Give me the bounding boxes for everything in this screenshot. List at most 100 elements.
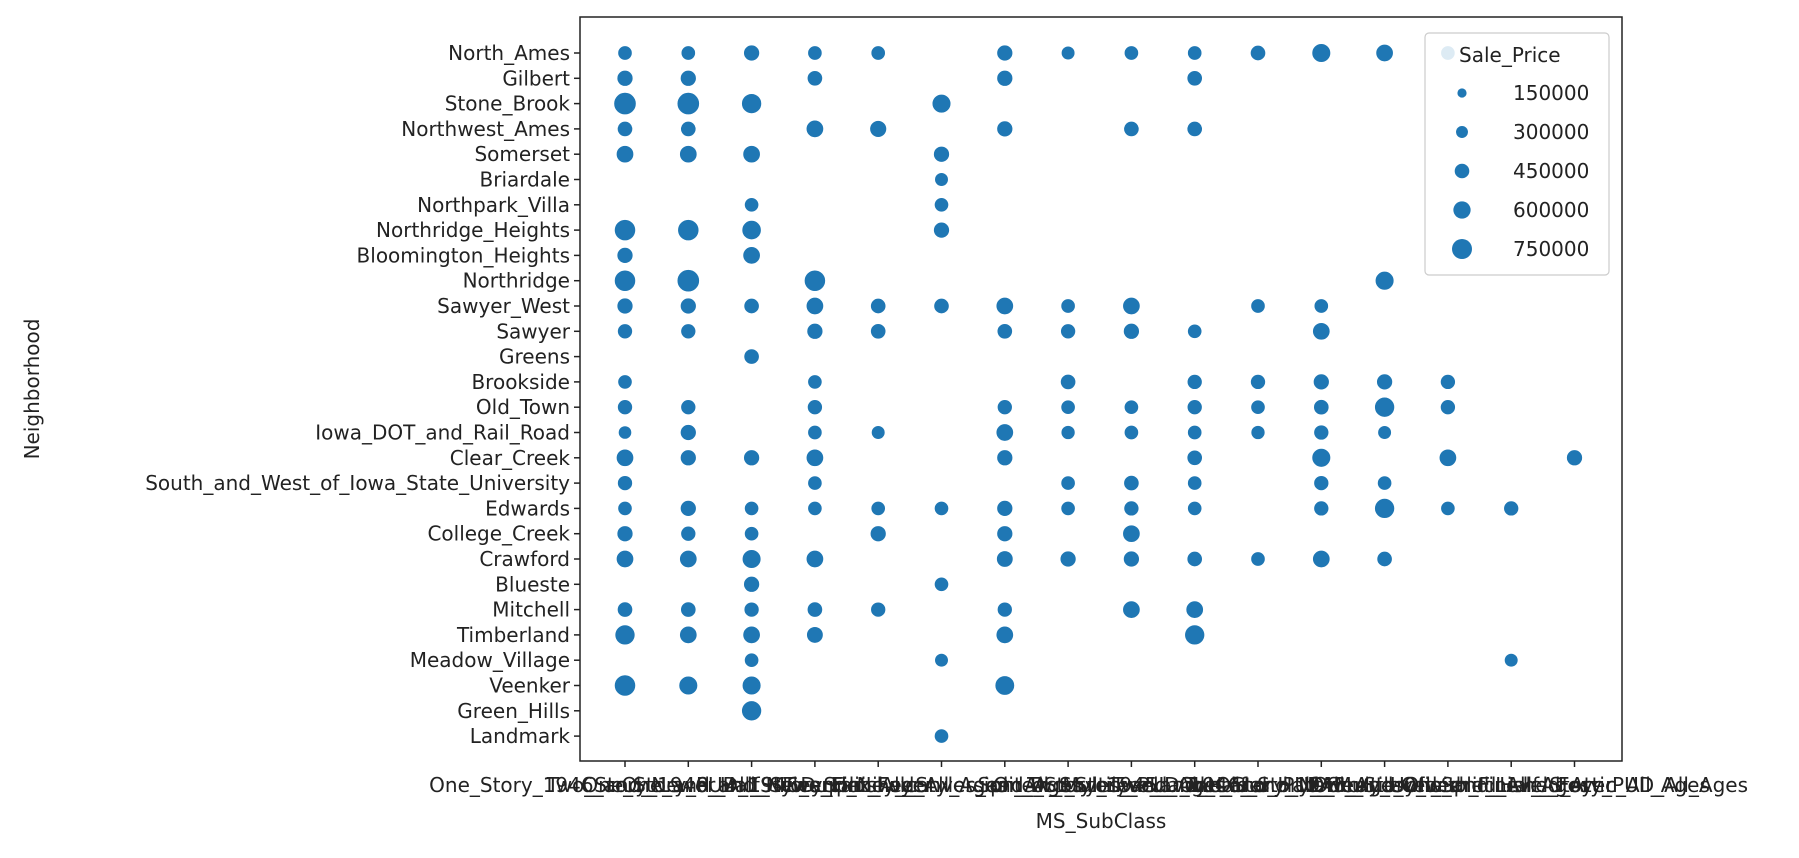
data-point xyxy=(806,322,824,340)
data-point xyxy=(933,197,950,213)
x-tick-label: Two_Family_conversion_All_Styles_and_Age… xyxy=(782,773,1226,797)
data-point xyxy=(1503,652,1519,668)
data-point xyxy=(613,674,637,697)
data-point xyxy=(805,448,825,467)
y-tick-label: Veenker xyxy=(489,674,571,698)
data-point xyxy=(1374,270,1395,291)
legend-label: 750000 xyxy=(1513,237,1589,261)
data-point xyxy=(1376,475,1393,491)
data-point xyxy=(1186,373,1203,390)
x-tick-label: PUD_Multilevel_Split_Level_Foyer xyxy=(1282,773,1614,797)
x-tick-label: Two_Story_PUD_1946_and_Newer xyxy=(1026,773,1363,797)
data-point xyxy=(1440,500,1456,517)
data-point xyxy=(680,525,697,542)
data-point xyxy=(1186,399,1203,416)
data-point xyxy=(1438,448,1458,467)
data-point xyxy=(679,424,697,441)
data-point xyxy=(870,500,886,517)
x-axis-title: MS_SubClass xyxy=(1036,809,1167,833)
data-point xyxy=(807,500,823,517)
data-point xyxy=(741,220,762,241)
data-point xyxy=(679,145,698,164)
data-point xyxy=(995,423,1014,442)
y-tick-label: Mitchell xyxy=(492,598,570,622)
y-tick-label: Sawyer_West xyxy=(437,294,570,318)
data-point xyxy=(743,652,760,668)
data-point xyxy=(743,297,760,315)
y-tick-label: Northwest_Ames xyxy=(401,117,570,141)
data-point xyxy=(870,45,886,61)
data-point xyxy=(933,500,950,517)
x-tick-label: Split_or_Multilevel xyxy=(977,773,1158,797)
data-point xyxy=(1374,497,1396,519)
data-point xyxy=(1122,524,1141,543)
data-point xyxy=(1122,296,1141,316)
plot-area xyxy=(579,16,1623,762)
x-axis-ticks: One_Story_1946_and_Newer_All_StylesTwo_S… xyxy=(429,761,1748,797)
data-point xyxy=(680,120,697,138)
data-point xyxy=(680,323,697,340)
data-point xyxy=(1249,44,1267,62)
data-point xyxy=(1439,399,1456,416)
data-point xyxy=(806,601,824,618)
data-point xyxy=(1184,624,1206,646)
data-point xyxy=(1311,43,1332,63)
data-point xyxy=(933,728,950,744)
x-tick-label: One_Story_PUD_1946_and_Newer xyxy=(582,773,921,797)
data-point xyxy=(934,172,949,187)
data-point xyxy=(743,526,760,542)
data-point xyxy=(678,675,699,696)
y-tick-label: Meadow_Village xyxy=(410,648,570,672)
data-point xyxy=(615,145,635,164)
legend-marker xyxy=(1452,239,1472,259)
data-point xyxy=(1250,399,1266,415)
data-point xyxy=(741,700,763,722)
data-point xyxy=(870,323,887,340)
data-point xyxy=(1060,323,1077,340)
data-point xyxy=(1313,298,1329,314)
y-tick-label: North_Ames xyxy=(448,41,570,65)
data-point xyxy=(996,44,1014,62)
data-point xyxy=(996,399,1013,416)
data-point xyxy=(743,449,761,467)
data-point xyxy=(1376,373,1394,391)
data-point xyxy=(1313,424,1330,441)
data-point xyxy=(869,120,888,138)
data-point xyxy=(1060,425,1076,440)
y-tick-label: Briardale xyxy=(480,168,570,192)
y-tick-label: Stone_Brook xyxy=(445,92,571,116)
data-point xyxy=(995,296,1014,316)
data-point xyxy=(1250,373,1266,390)
data-point xyxy=(743,348,760,365)
data-point xyxy=(996,69,1014,87)
legend-label: 600000 xyxy=(1513,198,1589,222)
data-point xyxy=(1377,425,1392,440)
data-point xyxy=(616,246,634,264)
data-point xyxy=(995,625,1014,645)
data-point xyxy=(617,45,633,61)
y-tick-label: Landmark xyxy=(470,724,571,748)
data-point xyxy=(805,296,825,316)
data-point xyxy=(996,550,1014,568)
data-point xyxy=(933,297,950,315)
data-point xyxy=(1123,500,1140,517)
y-tick-label: Edwards xyxy=(485,496,570,520)
data-point xyxy=(741,675,762,696)
data-point xyxy=(1187,475,1203,491)
data-point xyxy=(870,425,886,440)
data-point xyxy=(680,601,697,618)
y-tick-label: Northridge xyxy=(463,269,570,293)
x-tick-label: Two_Story_1946_and_Newer xyxy=(546,773,831,797)
y-tick-label: Iowa_DOT_and_Rail_Road xyxy=(315,421,570,445)
data-point xyxy=(933,576,950,592)
data-point xyxy=(616,525,634,543)
data-point xyxy=(996,323,1013,340)
data-point xyxy=(614,624,636,646)
data-point xyxy=(934,652,949,668)
legend-box xyxy=(1424,32,1610,276)
x-tick-label: One_Story_1946_and_Newer_All_Styles xyxy=(429,773,821,797)
data-point xyxy=(996,601,1013,618)
y-tick-label: Greens xyxy=(499,345,570,369)
legend-title: Sale_Price xyxy=(1459,43,1561,67)
